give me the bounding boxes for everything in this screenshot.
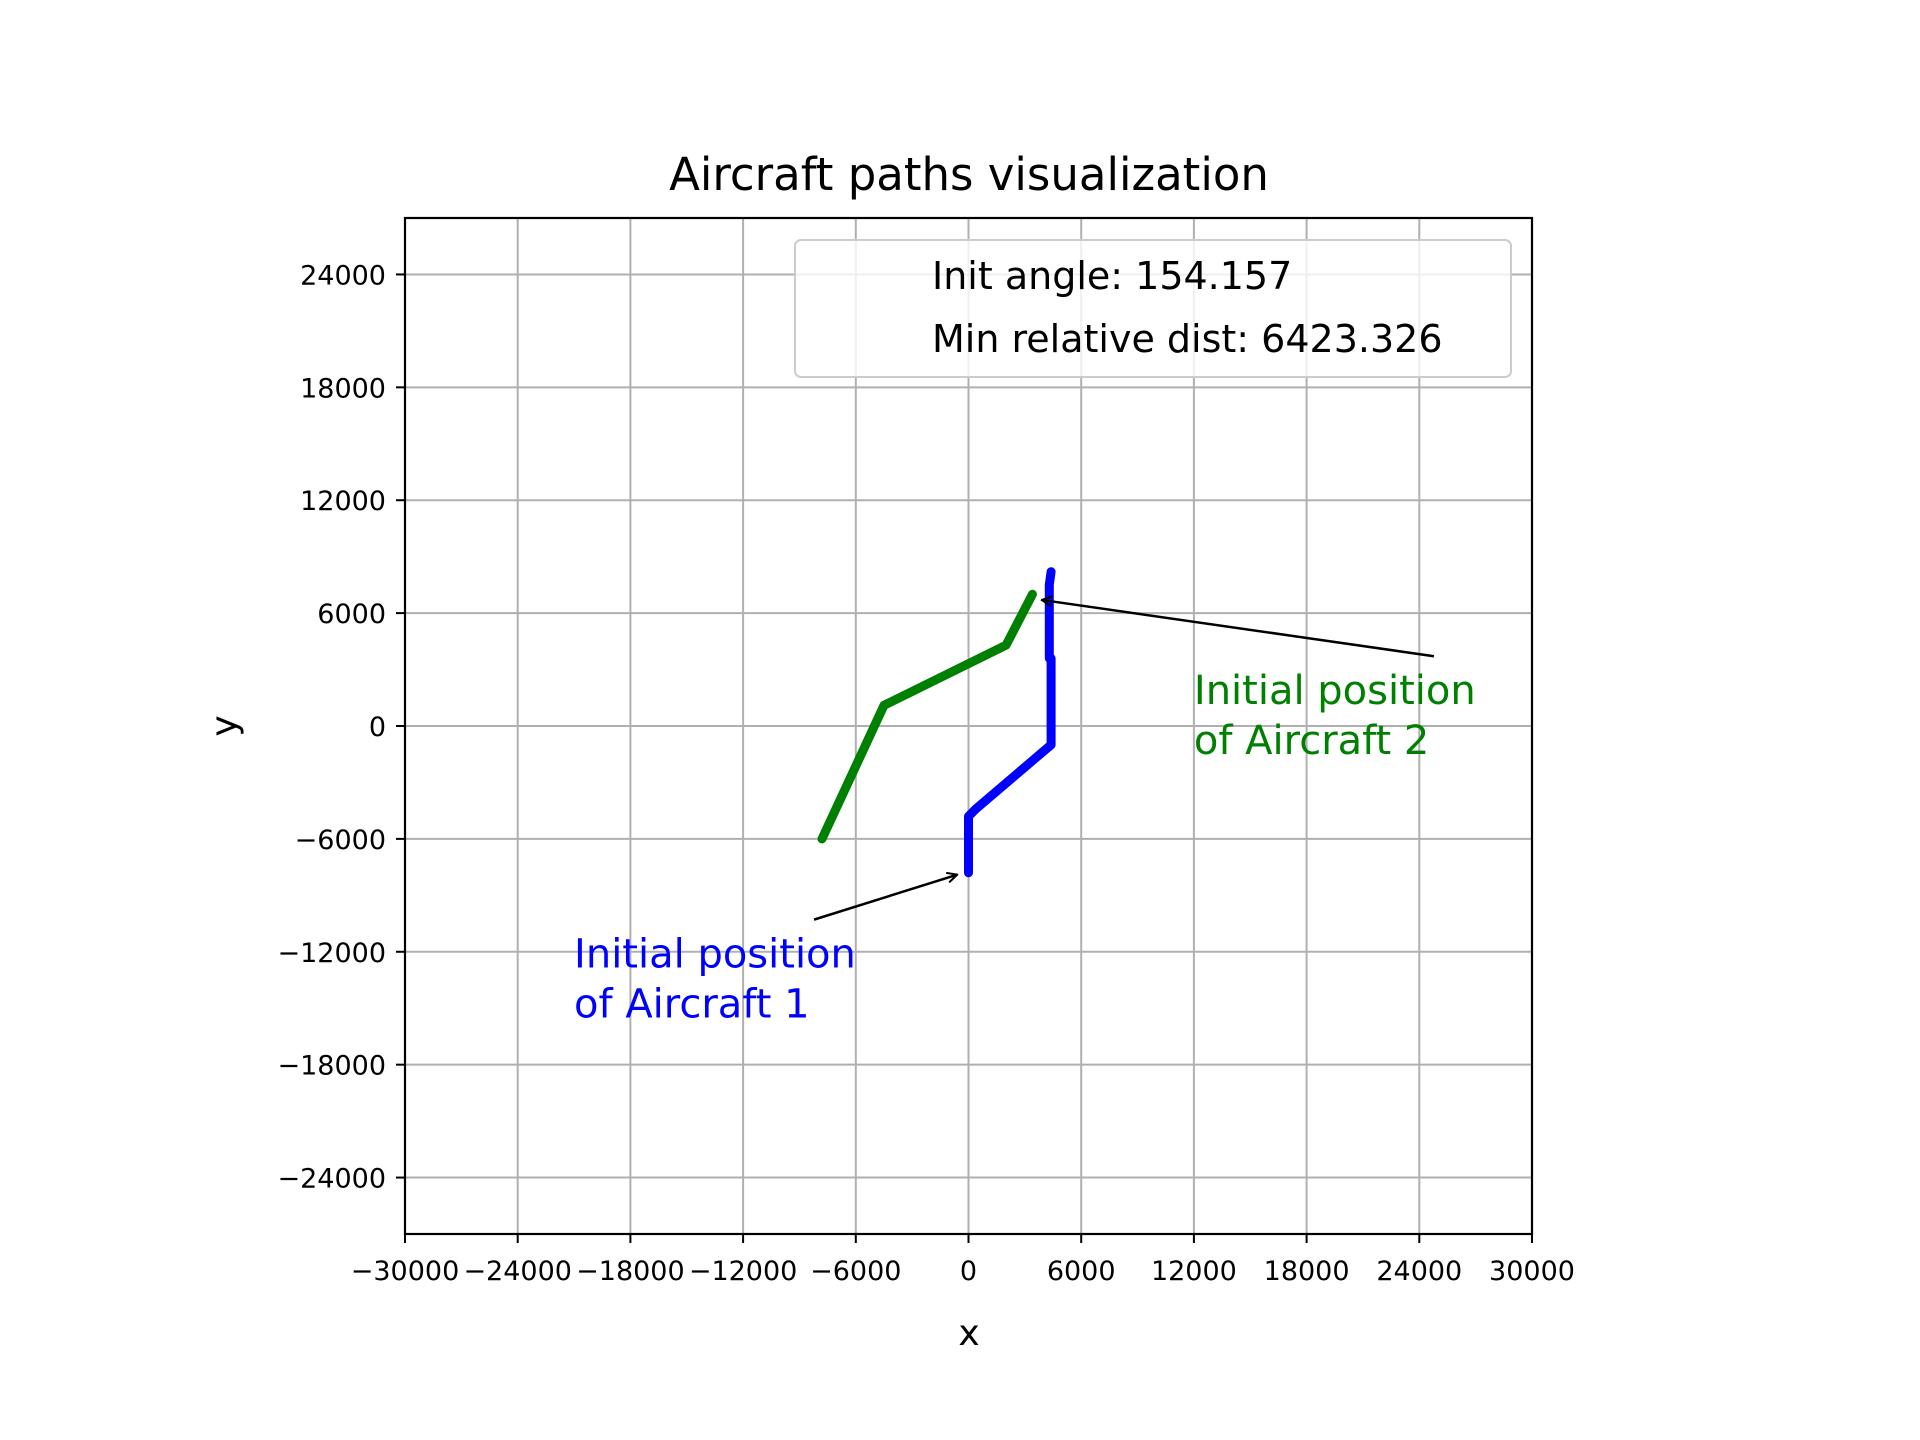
chart-title: Aircraft paths visualization xyxy=(669,148,1269,201)
annotation-1-text: of Aircraft 1 xyxy=(574,982,810,1028)
y-tick-label: −24000 xyxy=(277,1164,386,1195)
y-tick-label: 12000 xyxy=(300,486,386,517)
y-tick-label: −12000 xyxy=(277,938,386,969)
x-tick-label: 24000 xyxy=(1376,1256,1462,1287)
y-tick-label: 6000 xyxy=(317,599,386,630)
y-axis-label: y xyxy=(204,715,245,736)
x-tick-label: 12000 xyxy=(1151,1256,1237,1287)
x-tick-label: −6000 xyxy=(810,1256,901,1287)
x-tick-label: 18000 xyxy=(1264,1256,1350,1287)
annotation-2-text: Initial position xyxy=(1194,668,1476,714)
aircraft-1-path xyxy=(964,567,1056,878)
legend-entry-min-distance: Min relative dist: 6423.326 xyxy=(932,317,1443,361)
legend-entry-init-angle: Init angle: 154.157 xyxy=(932,254,1292,298)
x-tick-label: −24000 xyxy=(463,1256,572,1287)
x-tick-label: −12000 xyxy=(689,1256,798,1287)
legend: Init angle: 154.157 Min relative dist: 6… xyxy=(794,239,1512,378)
x-tick-label: −30000 xyxy=(351,1256,460,1287)
y-tick-label: 24000 xyxy=(300,260,386,291)
annotation-1-text: Initial position xyxy=(574,932,856,978)
annotation-1-arrow xyxy=(813,875,957,921)
annotation-2-text: of Aircraft 2 xyxy=(1194,718,1430,764)
axis-ticks: −30000 −24000 −18000 −12000 −6000 0 6000 12000 1… xyxy=(277,260,1574,1287)
y-tick-label: −18000 xyxy=(277,1051,386,1082)
annotation-2-arrow xyxy=(1042,600,1435,658)
legend-box xyxy=(794,239,1512,378)
x-tick-label: 6000 xyxy=(1047,1256,1116,1287)
x-axis-label: x xyxy=(958,1313,979,1354)
aircraft-2-path xyxy=(817,589,1037,844)
x-tick-label: 30000 xyxy=(1489,1256,1575,1287)
y-tick-label: 0 xyxy=(369,712,386,743)
x-tick-label: −18000 xyxy=(576,1256,685,1287)
y-tick-label: −6000 xyxy=(295,825,386,856)
y-tick-label: 18000 xyxy=(300,373,386,404)
x-tick-label: 0 xyxy=(960,1256,977,1287)
